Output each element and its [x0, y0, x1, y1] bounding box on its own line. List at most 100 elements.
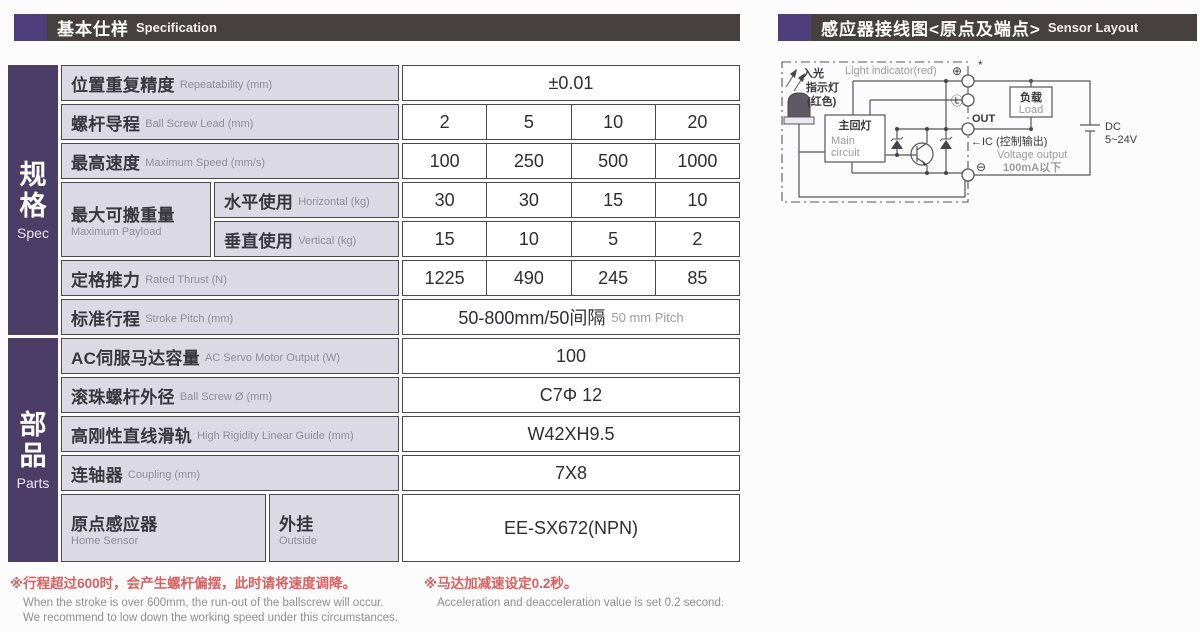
terminal-minus	[961, 168, 975, 182]
footnote-en: We recommend to low down the working spe…	[23, 612, 398, 624]
value-cell: 250	[486, 144, 570, 178]
main-circuit-label-en2: circuit	[831, 147, 860, 159]
row-label: 滚珠螺杆外径 Ball Screw Ø (mm)	[61, 377, 399, 413]
light-indicator-label-cn2: 指示灯	[806, 80, 839, 94]
value-cell: 30	[434, 189, 455, 210]
row-value: ±0.01	[402, 65, 740, 101]
footnote-stroke: ※行程超过600时，会产生螺杆偏摆，此时请将速度调降。 When the str…	[10, 572, 398, 626]
row-label-en: Outside	[279, 534, 317, 547]
row-value: EE-SX672(NPN)	[402, 494, 740, 562]
value-text: W42XH9.5	[527, 423, 615, 444]
table-row-ball-screw-lead: 螺杆导程 Ball Screw Lead (mm) 2 5 10 20	[61, 104, 740, 140]
battery-label-voltage: 5~24V	[1105, 134, 1138, 146]
row-label-cn: 螺杆导程	[71, 114, 141, 134]
value-cell: 1225	[424, 267, 465, 288]
spec-rows: 位置重复精度 Repeatability (mm) ±0.01 螺杆导程 Bal…	[61, 65, 740, 335]
zener-diode-icon	[939, 136, 953, 149]
row-label-cn: 最大可搬重量	[71, 206, 175, 225]
row-label-en: Vertical (kg)	[298, 235, 357, 247]
row-label-en: Ball Screw Ø (mm)	[179, 391, 273, 403]
row-value: C7Φ 12	[402, 377, 740, 413]
footnote-cn: ※马达加减速设定0.2秒。	[424, 576, 578, 591]
value-text: 50-800mm/50间隔	[458, 308, 606, 328]
zener-diode-icon	[890, 136, 904, 149]
table-row-max-payload: 最大可搬重量 Maximum Payload 水平使用 Horizontal (…	[61, 182, 740, 257]
footnote-en: When the stroke is over 600mm, the run-o…	[23, 597, 384, 609]
value-cell: 20	[654, 105, 739, 139]
row-values: 2 5 10 20	[402, 104, 740, 140]
row-label-en: AC Servo Motor Output (W)	[204, 352, 341, 364]
row-label-cn: 最高速度	[71, 153, 141, 173]
value-cell: 15	[434, 228, 455, 249]
light-indicator-label-cn1: 入光	[802, 66, 824, 80]
row-label-cn: 水平使用	[224, 192, 294, 212]
load-label-en: Load	[1019, 104, 1043, 116]
main-circuit-label-en1: Main	[831, 135, 855, 147]
footnote-acceleration: ※马达加减速设定0.2秒。 Acceleration and deacceler…	[424, 572, 724, 611]
row-label-en: Stroke Pitch (mm)	[145, 313, 234, 325]
load-box: 负载 Load	[1009, 86, 1053, 118]
terminal-out-label: OUT	[972, 113, 996, 125]
row-label-en: Rated Thrust (N)	[145, 274, 227, 286]
sidebar-parts-cn-1: 部	[19, 409, 47, 440]
row-label: 标准行程 Stroke Pitch (mm)	[61, 299, 399, 335]
row-label: 高刚性直线滑轨 High Rigidity Linear Guide (mm)	[61, 416, 399, 452]
row-label-en: Ball Screw Lead (mm)	[145, 118, 254, 130]
sensor-header-title-cn: 感应器接线图<原点及端点>	[821, 20, 1041, 39]
value-text: 7X8	[554, 462, 588, 483]
value-text: C7Φ 12	[539, 384, 603, 405]
row-label-cn: 定格推力	[71, 270, 141, 290]
row-label-cn: 位置重复精度	[71, 75, 175, 95]
spec-header-title-cn: 基本仕样	[57, 20, 129, 39]
row-label-cn: 滚珠螺杆外径	[71, 387, 175, 407]
row-label-en: Repeatability (mm)	[179, 79, 273, 91]
load-label-cn: 负载	[1020, 90, 1042, 104]
row-label: 连轴器 Coupling (mm)	[61, 455, 399, 491]
value-cell: 10	[654, 183, 739, 217]
row-label-en: Maximum Payload	[71, 226, 162, 238]
row-value: 100	[402, 338, 740, 374]
table-row-coupling: 连轴器 Coupling (mm) 7X8	[61, 455, 740, 491]
circuit-wires	[798, 80, 968, 198]
sensor-section-header: 感应器接线图<原点及端点> Sensor Layout	[778, 14, 1197, 41]
row-label-cn: 原点感应器	[71, 514, 158, 534]
table-row-max-speed: 最高速度 Maximum Speed (mm/s) 100 250 500 10…	[61, 143, 740, 179]
terminal-star-label: *	[978, 58, 983, 72]
row-values: 15 10 5 2	[402, 221, 740, 257]
spec-header-title-en: Specification	[136, 20, 217, 35]
value-cell: 2	[439, 111, 450, 132]
battery-label-dc: DC	[1105, 121, 1121, 133]
row-label: AC伺服马达容量 AC Servo Motor Output (W)	[61, 338, 399, 374]
row-label-cn: 标准行程	[71, 309, 141, 329]
value-text: 100	[555, 345, 587, 366]
sidebar-parts-cn-2: 品	[19, 440, 47, 471]
terminal-l	[961, 93, 975, 107]
row-label-cn: 高刚性直线滑轨	[71, 426, 193, 446]
junction-dots	[895, 79, 1033, 175]
row-label-en: Maximum Speed (mm/s)	[145, 157, 265, 169]
row-value: 7X8	[402, 455, 740, 491]
sidebar-spec-en: Spec	[17, 224, 49, 241]
main-circuit-box: 主回灯 Main circuit	[824, 114, 886, 163]
terminal-plus-label: ⊕	[952, 64, 962, 78]
payload-main-label: 最大可搬重量 Maximum Payload	[61, 182, 211, 257]
row-label: 螺杆导程 Ball Screw Lead (mm)	[61, 104, 399, 140]
value-text: EE-SX672(NPN)	[503, 517, 639, 538]
transistor-icon	[910, 142, 934, 166]
parts-group: 部 品 Parts AC伺服马达容量 AC Servo Motor Output…	[8, 338, 740, 562]
table-row-ball-screw-dia: 滚珠螺杆外径 Ball Screw Ø (mm) C7Φ 12	[61, 377, 740, 413]
terminal-plus	[961, 74, 975, 88]
row-label-en: Coupling (mm)	[127, 469, 201, 481]
row-label-cn: AC伺服马达容量	[71, 348, 200, 368]
value-cell: 85	[654, 261, 739, 295]
table-row-stroke-pitch: 标准行程 Stroke Pitch (mm) 50-800mm/50间隔 50 …	[61, 299, 740, 335]
sidebar-spec-cn-2: 格	[19, 190, 47, 221]
value-cell: 5	[570, 222, 655, 256]
value-cell: 10	[570, 105, 655, 139]
row-values: 1225 490 245 85	[402, 260, 740, 296]
table-row-rated-thrust: 定格推力 Rated Thrust (N) 1225 490 245 85	[61, 260, 740, 296]
light-indicator-label-cn3: (红色)	[807, 94, 837, 108]
row-label-cn: 垂直使用	[224, 231, 294, 251]
terminal-circles	[961, 74, 975, 182]
value-cell: 30	[486, 183, 570, 217]
